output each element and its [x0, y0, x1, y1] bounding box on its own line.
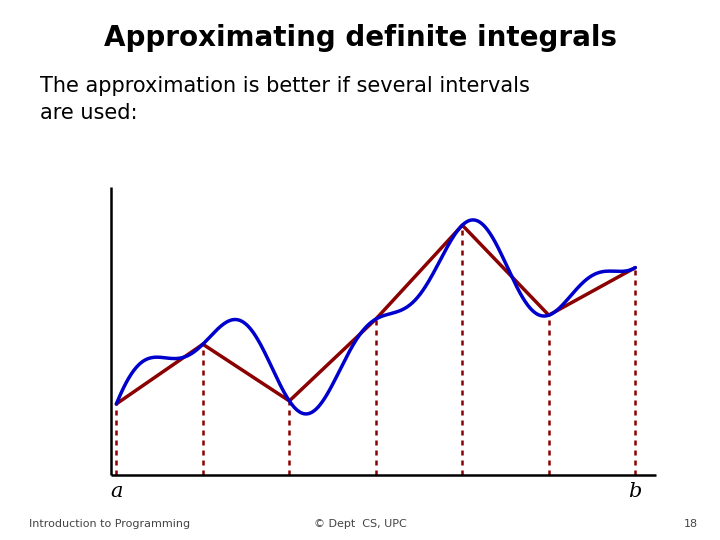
- Text: The approximation is better if several intervals: The approximation is better if several i…: [40, 76, 529, 96]
- Text: are used:: are used:: [40, 103, 137, 123]
- Text: Introduction to Programming: Introduction to Programming: [29, 519, 190, 529]
- Text: 18: 18: [684, 519, 698, 529]
- Text: a: a: [110, 482, 122, 501]
- Text: b: b: [629, 482, 642, 501]
- Text: Approximating definite integrals: Approximating definite integrals: [104, 24, 616, 52]
- Text: © Dept  CS, UPC: © Dept CS, UPC: [314, 519, 406, 529]
